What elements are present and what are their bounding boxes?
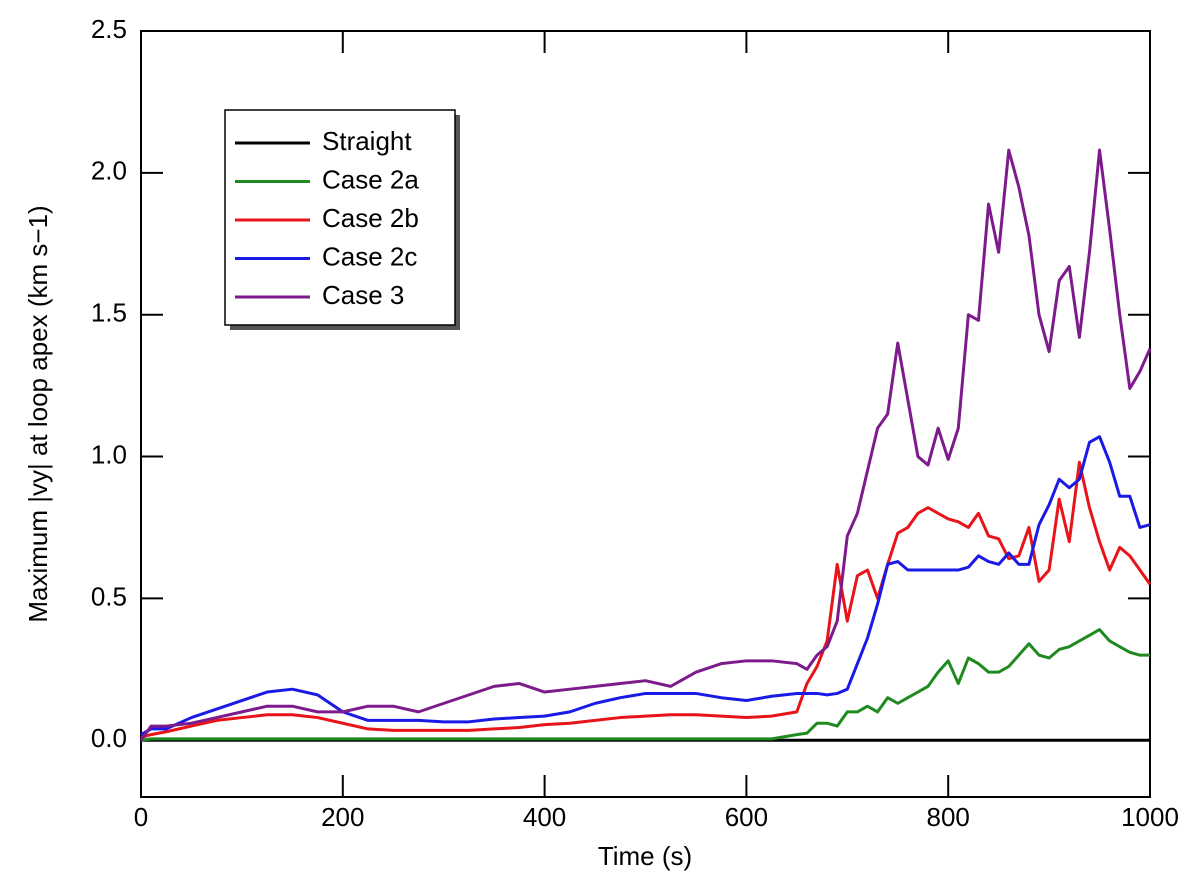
legend-label: Case 3 (322, 280, 404, 310)
legend-label: Straight (322, 126, 412, 156)
y-tick-label: 2.5 (91, 14, 127, 44)
y-tick-label: 0.5 (91, 581, 127, 611)
x-tick-label: 400 (523, 802, 566, 832)
y-tick-label: 1.5 (91, 298, 127, 328)
series-line (139, 148, 1152, 742)
x-tick-label: 200 (321, 802, 364, 832)
legend-label: Case 2b (322, 203, 419, 233)
x-tick-label: 600 (725, 802, 768, 832)
series-line (140, 460, 1152, 739)
y-tick-label: 1.0 (91, 439, 127, 469)
legend-label: Case 2c (322, 241, 417, 271)
x-tick-label: 1000 (1121, 802, 1179, 832)
y-tick-label: 2.0 (91, 156, 127, 186)
series-line (140, 628, 1150, 742)
plot-frame (140, 30, 1151, 798)
y-axis-label: Maximum |vy| at loop apex (km s−1) (23, 205, 53, 622)
y-tick-label: 0.0 (91, 723, 127, 753)
x-tick-label: 800 (927, 802, 970, 832)
x-axis-label: Time (s) (598, 841, 692, 871)
x-tick-label: 0 (134, 802, 148, 832)
legend-label: Case 2a (322, 164, 419, 194)
series-line (140, 435, 1151, 736)
legend-box (224, 109, 456, 326)
